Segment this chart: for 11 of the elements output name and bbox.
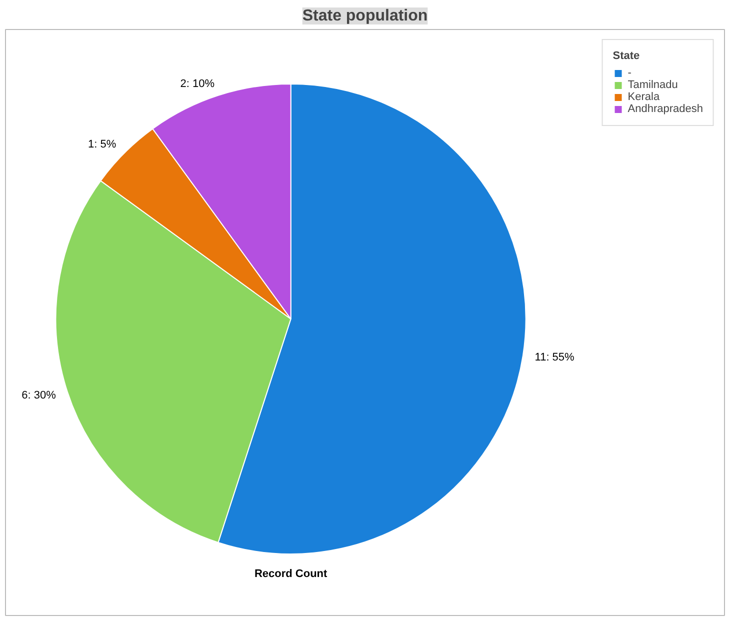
legend-label: Tamilnadu — [628, 79, 678, 91]
text: Record Count — [254, 568, 328, 580]
legend-label: - — [628, 67, 632, 79]
data-label: 11: 55% — [534, 352, 575, 364]
legend-label: Kerala — [628, 91, 660, 103]
data-label: 2: 10% — [180, 78, 215, 90]
data-label: 1: 5% — [88, 138, 116, 150]
data-label: 6: 30% — [22, 389, 56, 402]
legend-label: Andhrapradesh — [628, 103, 703, 115]
chart-title: State population — [302, 8, 428, 24]
legend-title: State — [612, 50, 641, 62]
